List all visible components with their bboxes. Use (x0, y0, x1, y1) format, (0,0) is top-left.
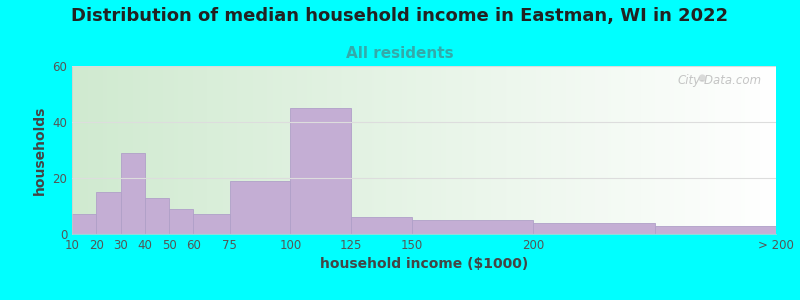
Bar (230, 181, 290, 234)
Text: All residents: All residents (346, 46, 454, 62)
Text: ●: ● (697, 73, 706, 83)
Bar (654, 226, 776, 234)
Bar (96, 192, 121, 234)
Bar (145, 198, 169, 234)
Bar (169, 209, 194, 234)
Bar (72, 214, 96, 234)
Bar (194, 214, 230, 234)
X-axis label: household income ($1000): household income ($1000) (320, 257, 528, 272)
Y-axis label: households: households (33, 105, 46, 195)
Bar (290, 108, 351, 234)
Bar (351, 217, 412, 234)
Bar (412, 220, 534, 234)
Text: City-Data.com: City-Data.com (678, 74, 762, 87)
Bar (534, 223, 654, 234)
Text: Distribution of median household income in Eastman, WI in 2022: Distribution of median household income … (71, 8, 729, 26)
Bar (121, 153, 145, 234)
